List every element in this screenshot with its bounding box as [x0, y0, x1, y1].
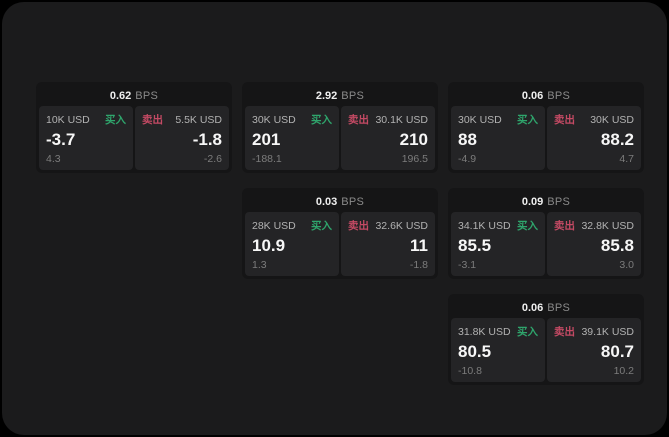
- quote-card: 0.06 BPS 31.8K USD 买入 80.5 -10.8 卖出 39.1…: [448, 294, 644, 385]
- sell-delta: -1.8: [409, 259, 428, 271]
- sell-price: 80.7: [600, 341, 634, 361]
- buy-price: 10.9: [252, 235, 286, 255]
- bps-unit: BPS: [135, 89, 159, 102]
- buy-delta: 1.3: [252, 259, 267, 271]
- quote-card: 0.62 BPS 10K USD 买入 -3.7 4.3 卖出 5.5K USD…: [36, 82, 232, 173]
- buy-notional: 34.1K USD: [458, 219, 511, 232]
- sell-price: 85.8: [600, 235, 634, 255]
- buy-notional: 30K USD: [458, 113, 502, 126]
- sell-quote-panel[interactable]: 卖出 32.6K USD 11 -1.8: [341, 212, 435, 276]
- sell-delta: 196.5: [401, 153, 428, 165]
- buy-notional: 28K USD: [252, 219, 296, 232]
- buy-price: 201: [252, 129, 281, 149]
- buy-quote-panel[interactable]: 31.8K USD 买入 80.5 -10.8: [451, 318, 545, 382]
- sell-price: -1.8: [192, 129, 222, 149]
- bps-header: 0.62 BPS: [39, 85, 229, 106]
- sell-label: 卖出: [348, 220, 369, 232]
- buy-price: 88: [458, 129, 477, 149]
- sell-price: 11: [410, 235, 428, 255]
- bps-unit: BPS: [547, 195, 571, 208]
- buy-quote-panel[interactable]: 10K USD 买入 -3.7 4.3: [39, 106, 133, 170]
- bps-unit: BPS: [341, 195, 365, 208]
- buy-notional: 31.8K USD: [458, 325, 511, 338]
- sell-price: 210: [399, 129, 428, 149]
- quote-card: 0.09 BPS 34.1K USD 买入 85.5 -3.1 卖出 32.8K…: [448, 188, 644, 279]
- quote-column-1: 0.62 BPS 10K USD 买入 -3.7 4.3 卖出 5.5K USD…: [36, 82, 232, 173]
- buy-quote-panel[interactable]: 34.1K USD 买入 85.5 -3.1: [451, 212, 545, 276]
- sell-delta: -2.6: [203, 153, 222, 165]
- bps-header: 0.06 BPS: [451, 85, 641, 106]
- sell-label: 卖出: [348, 114, 369, 126]
- sell-notional: 5.5K USD: [175, 113, 222, 126]
- quote-column-3: 0.06 BPS 30K USD 买入 88 -4.9 卖出 30K USD 8…: [448, 82, 644, 385]
- buy-label: 买入: [517, 114, 538, 126]
- buy-delta: -4.9: [458, 153, 477, 165]
- sell-notional: 39.1K USD: [581, 325, 634, 338]
- bps-unit: BPS: [547, 89, 571, 102]
- sell-quote-panel[interactable]: 卖出 5.5K USD -1.8 -2.6: [135, 106, 229, 170]
- buy-notional: 30K USD: [252, 113, 296, 126]
- buy-price: 85.5: [458, 235, 492, 255]
- sell-quote-panel[interactable]: 卖出 39.1K USD 80.7 10.2: [547, 318, 641, 382]
- buy-delta: -188.1: [252, 153, 282, 165]
- sell-price: 88.2: [600, 129, 634, 149]
- bps-value: 0.06: [521, 89, 544, 102]
- sell-delta: 10.2: [613, 365, 634, 377]
- sell-notional: 32.6K USD: [375, 219, 428, 232]
- buy-price: 80.5: [458, 341, 492, 361]
- bps-unit: BPS: [341, 89, 365, 102]
- buy-label: 买入: [517, 326, 538, 338]
- buy-label: 买入: [105, 114, 126, 126]
- sell-quote-panel[interactable]: 卖出 30K USD 88.2 4.7: [547, 106, 641, 170]
- buy-price: -3.7: [46, 129, 76, 149]
- buy-label: 买入: [311, 114, 332, 126]
- bps-header: 0.06 BPS: [451, 297, 641, 318]
- buy-delta: 4.3: [46, 153, 61, 165]
- sell-quote-panel[interactable]: 卖出 30.1K USD 210 196.5: [341, 106, 435, 170]
- quote-card: 0.03 BPS 28K USD 买入 10.9 1.3 卖出 32.6K US…: [242, 188, 438, 279]
- sell-label: 卖出: [554, 114, 575, 126]
- bps-value: 0.09: [521, 195, 544, 208]
- buy-delta: -3.1: [458, 259, 477, 271]
- bps-value: 2.92: [315, 89, 338, 102]
- sell-quote-panel[interactable]: 卖出 32.8K USD 85.8 3.0: [547, 212, 641, 276]
- buy-quote-panel[interactable]: 30K USD 买入 201 -188.1: [245, 106, 339, 170]
- sell-label: 卖出: [554, 326, 575, 338]
- bps-unit: BPS: [547, 301, 571, 314]
- buy-label: 买入: [311, 220, 332, 232]
- buy-label: 买入: [517, 220, 538, 232]
- buy-delta: -10.8: [458, 365, 482, 377]
- sell-notional: 30K USD: [590, 113, 634, 126]
- sell-notional: 32.8K USD: [581, 219, 634, 232]
- buy-quote-panel[interactable]: 30K USD 买入 88 -4.9: [451, 106, 545, 170]
- sell-delta: 4.7: [619, 153, 634, 165]
- buy-notional: 10K USD: [46, 113, 90, 126]
- bps-header: 2.92 BPS: [245, 85, 435, 106]
- sell-label: 卖出: [142, 114, 163, 126]
- bps-header: 0.03 BPS: [245, 191, 435, 212]
- quote-column-2: 2.92 BPS 30K USD 买入 201 -188.1 卖出 30.1K …: [242, 82, 438, 279]
- bps-value: 0.03: [315, 195, 338, 208]
- sell-delta: 3.0: [619, 259, 634, 271]
- bps-value: 0.62: [109, 89, 132, 102]
- quote-card: 0.06 BPS 30K USD 买入 88 -4.9 卖出 30K USD 8…: [448, 82, 644, 173]
- sell-label: 卖出: [554, 220, 575, 232]
- sell-notional: 30.1K USD: [375, 113, 428, 126]
- buy-quote-panel[interactable]: 28K USD 买入 10.9 1.3: [245, 212, 339, 276]
- quote-card: 2.92 BPS 30K USD 买入 201 -188.1 卖出 30.1K …: [242, 82, 438, 173]
- bps-header: 0.09 BPS: [451, 191, 641, 212]
- bps-value: 0.06: [521, 301, 544, 314]
